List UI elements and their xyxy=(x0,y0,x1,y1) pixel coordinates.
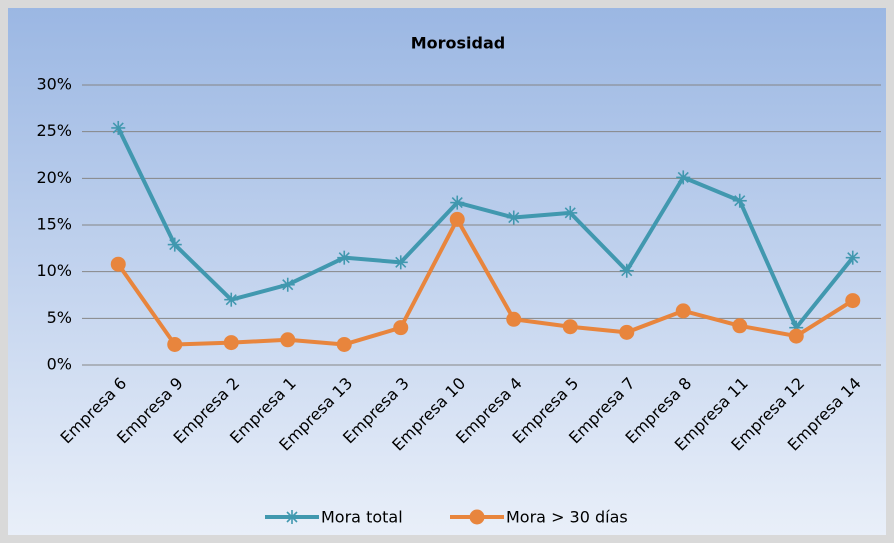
y-tick-label: 5% xyxy=(47,308,72,327)
marker-stroke xyxy=(286,511,298,523)
legend-label: Mora > 30 días xyxy=(506,508,628,527)
point xyxy=(111,120,126,135)
point xyxy=(506,210,521,225)
point xyxy=(562,319,578,335)
point xyxy=(619,324,635,340)
point xyxy=(469,509,485,525)
point xyxy=(506,311,522,327)
point xyxy=(732,318,748,334)
point xyxy=(336,336,352,352)
marker-stroke xyxy=(282,279,294,291)
marker-stroke xyxy=(508,211,520,224)
point xyxy=(280,332,296,348)
y-tick-label: 25% xyxy=(36,121,72,140)
point xyxy=(337,250,352,265)
marker-stroke xyxy=(225,294,237,306)
point xyxy=(167,336,183,352)
marker-stroke xyxy=(451,197,463,209)
point xyxy=(224,292,239,307)
point xyxy=(788,328,804,344)
point xyxy=(675,303,691,319)
y-tick-label: 10% xyxy=(36,261,72,280)
point xyxy=(563,205,578,220)
point xyxy=(285,510,299,524)
marker-stroke xyxy=(734,195,746,207)
point xyxy=(450,195,465,210)
point xyxy=(280,277,295,292)
marker-stroke xyxy=(677,171,689,183)
marker-stroke xyxy=(395,256,407,268)
chart-title: Morosidad xyxy=(411,34,506,53)
marker-stroke xyxy=(169,239,181,251)
marker-stroke xyxy=(621,265,633,277)
point xyxy=(676,170,691,185)
marker-stroke xyxy=(564,207,576,219)
point xyxy=(223,335,239,351)
series-line xyxy=(116,127,855,330)
legend-label: Mora total xyxy=(321,508,403,527)
y-tick-label: 15% xyxy=(36,215,72,234)
point xyxy=(449,211,465,227)
point xyxy=(845,293,861,309)
point xyxy=(619,263,634,278)
y-tick-label: 20% xyxy=(36,168,72,187)
marker-stroke xyxy=(112,122,124,134)
point xyxy=(110,256,126,272)
point xyxy=(393,255,408,270)
marker-stroke xyxy=(338,252,350,264)
y-tick-label: 30% xyxy=(36,75,72,94)
point xyxy=(845,250,860,265)
point xyxy=(393,320,409,336)
y-tick-label: 0% xyxy=(47,355,72,374)
series-line xyxy=(116,217,854,347)
marker-stroke xyxy=(847,252,859,264)
point xyxy=(732,193,747,208)
point xyxy=(167,237,182,252)
